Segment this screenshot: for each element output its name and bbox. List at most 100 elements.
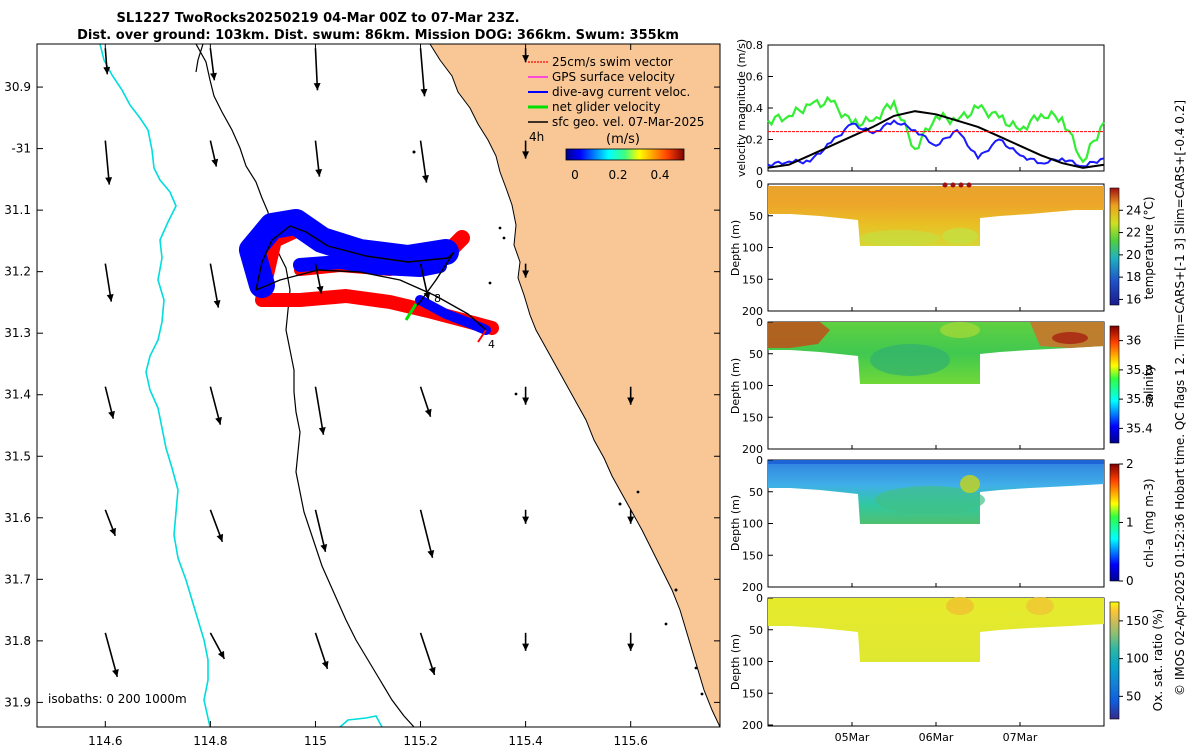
temperature-warm-dots [942,182,972,188]
depth-tick-label: 100 [742,518,763,531]
chla-colorbar-ticks: 0 1 2 [1119,457,1134,588]
velocity-y-tick-label: 0.6 [746,71,764,84]
depth-tick-label: 100 [742,242,763,255]
depth-tick-label: 150 [742,411,763,424]
colorbar-tick-label: 24 [1126,203,1141,217]
depth-tick-label: 50 [749,486,763,499]
chla-mid-patch [875,486,985,514]
temperature-depth-label: Depth (m) [729,220,742,276]
date-tick-label: 07Mar [1003,731,1038,744]
temperature-colorbar [1109,187,1120,306]
geo-velocity-arrow [419,48,426,97]
velocity-line-sfc-geo-vel- [767,110,1105,169]
legend-label-gps: GPS surface velocity [552,70,675,84]
depth-tick-label: 150 [742,687,763,700]
depth-tick-label: 0 [756,178,763,191]
depth-tick-label: 200 [742,305,763,318]
chla-cbar-label: chl-a (mg m-3) [1142,478,1156,567]
date-tick-label: 06Mar [919,731,954,744]
map-x-tick-label: 115.4 [508,734,542,748]
map-y-tick-label: 31.1 [4,203,31,217]
temperature-depth-axis: 0 50 100 150 200 [742,178,773,318]
salinity-depth-label: Depth (m) [729,358,742,414]
legend-label-net: net glider velocity [552,100,660,114]
geo-velocity-arrowhead [316,285,324,294]
oxygen-cbar-label: Ox. sat. ratio (%) [1151,609,1165,711]
geo-velocity-arrow [209,263,220,308]
map-y-tick-label: 31.3 [4,326,31,340]
colorbar-tick-label: 20 [1126,248,1141,262]
map-x-tick-label: 115.2 [403,734,437,748]
map-y-tick-label: 31.6 [4,511,31,525]
legend-label-geo: sfc geo. vel. 07-Mar-2025 [552,115,704,129]
salinity-salty-left [768,322,830,348]
isobath-label: isobaths: 0 200 1000m [48,692,187,706]
geo-velocity-arrowhead [627,397,635,405]
geo-velocity-arrowhead [109,527,116,536]
land-area [429,44,720,727]
salinity-max-patch [1052,332,1088,344]
chla-depth-axis: 0 50 100 150 200 [742,454,773,594]
oxygen-depth-axis: 0 50 100 150 200 [742,592,773,732]
map-title-line1: SL1227 TwoRocks20250219 04-Mar 00Z to 07… [116,11,519,26]
geo-velocity-arrowhead [424,408,432,417]
oxygen-colorbar [1109,601,1120,720]
depth-tick-label: 0 [756,316,763,329]
oxygen-depth-label: Depth (m) [729,634,742,690]
geo-velocity-arrow [419,509,434,558]
map-y-tick-label: 31.2 [4,265,31,279]
geo-velocity-arrowhead [103,66,111,75]
velocity-y-axis: 0 0.2 0.4 0.6 0.8 [746,39,773,178]
salinity-colorbar [1109,325,1120,444]
velocity-y-tick-label: 0.4 [746,102,764,115]
depth-tick-label: 0 [756,454,763,467]
depth-tick-label: 50 [749,624,763,637]
geo-velocity-arrowhead [211,158,219,167]
map-y-tick-label: 31.8 [4,634,31,648]
colorbar-unit: (m/s) [606,132,640,147]
geo-velocity-arrowhead [428,666,436,675]
temperature-cbar-label: temperature (°C) [1142,197,1156,300]
velocity-panel: 0 0.2 0.4 0.6 0.8 velocity magnitude (m/s) [735,39,1105,178]
depth-tick-label: 150 [742,549,763,562]
map-y-tick-label: -31 [11,142,31,156]
chla-colorbar [1109,463,1120,582]
salinity-cbar-label: salinity [1142,364,1156,407]
net-velocity-segment [404,303,418,321]
map-y-tick-label: 31.9 [4,695,31,709]
depth-tick-label: 150 [742,273,763,286]
depth-tick-label: 100 [742,656,763,669]
chla-max-patch [960,475,980,493]
geo-velocity-arrowhead [105,177,113,185]
side-note: © IMOS 02-Apr-2025 01:52:36 Hobart time.… [1173,100,1187,696]
velocity-lines [767,95,1105,169]
geo-velocity-arrowhead [215,416,222,425]
map-legend: 25cm/s swim vector GPS surface velocity … [528,55,704,147]
track-marker-4: 4 [488,338,495,351]
time-step-label: 4h [529,130,544,144]
colorbar-tick-label: 0 [1126,574,1134,588]
geo-velocity-arrowhead [420,88,428,97]
map-panel: 8 4 114.6 114.8 115 115.2 115.4 115.6 30.9 -31… [4,43,721,748]
geo-velocity-arrowhead [522,516,530,524]
geo-velocity-arrowhead [423,291,431,300]
temperature-colorbar-ticks: 16 18 20 22 24 [1119,203,1141,306]
temperature-cool-patch [860,230,940,246]
depth-tick-label: 200 [742,443,763,456]
map-colorbar-tick-1: 0.2 [608,168,627,182]
colorbar-tick-label: 50 [1126,689,1141,703]
map-colorbar [565,148,685,161]
geo-velocity-arrowhead [427,549,435,558]
geo-velocity-arrowhead [315,169,323,177]
temperature-section: 16 18 20 22 24 temperature (°C) 0 50 100 150 200… [729,178,1156,318]
geo-velocity-arrowhead [422,174,429,183]
geo-velocity-arrowhead [320,543,328,552]
map-x-tick-label: 115 [304,734,327,748]
geo-velocity-arrowhead [522,643,530,651]
colorbar-tick-label: 150 [1126,614,1149,628]
geo-velocity-arrowhead [522,55,530,63]
map-colorbar-tick-2: 0.4 [650,168,669,182]
geo-velocity-arrows [103,48,635,678]
track-marker-8: 8 [434,292,441,305]
